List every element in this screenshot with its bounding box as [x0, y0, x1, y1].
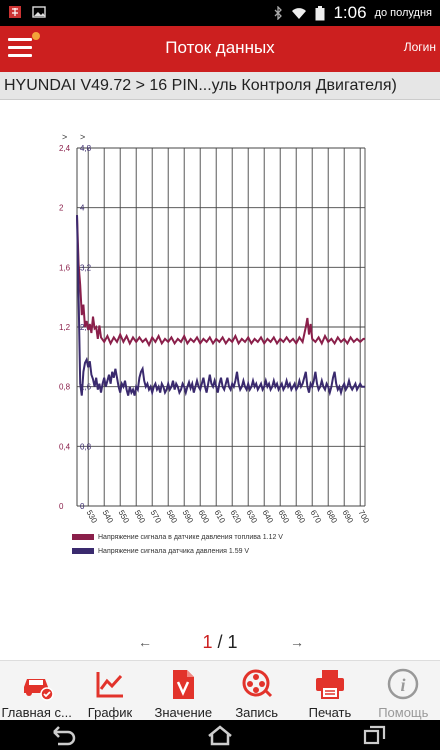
y-right-tick-label: 0 [80, 502, 85, 511]
record-button-label: Запись [235, 705, 278, 720]
recent-apps-nav-icon[interactable] [360, 724, 390, 746]
legend-swatch-2 [72, 548, 94, 554]
prev-page-arrow[interactable]: ← [138, 634, 152, 650]
total-pages: 1 [227, 632, 238, 652]
home-button[interactable]: Главная с... [0, 661, 73, 720]
x-tick-label: 540 [100, 509, 115, 526]
home-nav-icon[interactable] [205, 724, 235, 746]
page-separator: / [212, 632, 228, 652]
print-button[interactable]: Печать [293, 661, 366, 720]
graph-icon [96, 672, 123, 698]
wifi-icon [292, 8, 307, 19]
x-tick-label: 570 [148, 509, 163, 526]
x-tick-label: 690 [340, 509, 355, 526]
record-button[interactable]: Запись [220, 661, 293, 720]
bluetooth-icon [275, 6, 283, 20]
x-tick-label: 610 [212, 509, 227, 526]
legend-label-1: Напряжение сигнала в датчике давления то… [98, 533, 261, 541]
legend-item-pressure-sensor-signal: Напряжение сигнала датчика давления 1.59… [72, 547, 283, 555]
x-tick-label: 600 [196, 509, 211, 526]
x-tick-label: 560 [132, 509, 147, 526]
y-right-tick-label: 0,8 [80, 442, 92, 451]
pager: ← 1 / 1 → [0, 632, 440, 656]
y-right-tick-label: 1,6 [80, 383, 92, 392]
current-page: 1 [202, 632, 213, 652]
app-notification-icon [9, 6, 21, 18]
chart-container[interactable]: 0 0,4 0,8 1,2 1,6 2 2,4 0 0,8 1,6 2,4 3,2 4 4,8 > >530 5… [55, 128, 385, 528]
x-tick-label: 620 [228, 509, 243, 526]
film-reel-record-icon [242, 669, 272, 698]
next-page-arrow[interactable]: → [290, 634, 304, 650]
print-button-label: Печать [308, 705, 352, 720]
printer-icon [315, 670, 344, 699]
legend-swatch-1 [72, 534, 94, 540]
axis-marker: > [80, 132, 85, 142]
value-button[interactable]: Значение [147, 661, 220, 720]
y-left-tick-label: 2,4 [59, 144, 71, 153]
page-title: Поток данных [165, 38, 275, 57]
home-button-label: Главная с... [1, 705, 72, 720]
page-indicator: 1 / 1 [0, 632, 440, 653]
login-button[interactable]: Логин [403, 40, 436, 54]
y-left-tick-label: 2 [59, 204, 64, 213]
clock-time: 1:06 [333, 3, 367, 22]
legend-value-1: 1.12 V [262, 533, 283, 541]
legend-value-2: 1.59 V [228, 547, 250, 555]
y-right-tick-label: 4,8 [80, 144, 92, 153]
graph-button[interactable]: График [73, 661, 146, 720]
value-button-label: Значение [154, 705, 213, 720]
x-tick-label: 640 [260, 509, 275, 526]
app-bar: Поток данных Логин [0, 26, 440, 72]
y-right-tick-label: 2,4 [80, 323, 92, 332]
help-button[interactable]: i Помощь [367, 661, 440, 720]
x-tick-label: 530 [84, 509, 99, 526]
x-tick-label: 680 [324, 509, 339, 526]
y-left-tick-label: 0 [59, 502, 64, 511]
x-tick-label: 700 [356, 509, 371, 526]
x-tick-label: 590 [180, 509, 195, 526]
y-right-tick-label: 3,2 [80, 263, 92, 272]
clock-period: до полудня [374, 7, 432, 19]
help-button-label: Помощь [378, 705, 429, 720]
breadcrumb: HYUNDAI V49.72 > 16 PIN...уль Контроля Д… [0, 72, 440, 100]
info-help-icon: i [388, 668, 419, 700]
x-tick-label: 550 [116, 509, 131, 526]
x-tick-label: 630 [244, 509, 259, 526]
y-left-tick-label: 0,4 [59, 442, 71, 451]
back-nav-icon[interactable] [48, 724, 78, 746]
bottom-toolbar: Главная с... График Значение Запись [0, 660, 440, 720]
status-bar: 1:06 до полудня [0, 0, 440, 26]
y-left-tick-label: 1,2 [59, 323, 71, 332]
x-tick-label: 580 [164, 509, 179, 526]
y-left-tick-label: 0,8 [59, 383, 71, 392]
y-right-tick-label: 4 [80, 204, 85, 213]
legend-item-fuel-pressure-signal: Напряжение сигнала в датчике давления то… [72, 533, 283, 541]
hamburger-menu-icon[interactable] [8, 32, 40, 58]
series-line-2 [76, 215, 365, 397]
x-tick-label: 650 [276, 509, 291, 526]
notification-dot [32, 32, 40, 40]
svg-text:i: i [401, 675, 406, 695]
battery-icon [315, 5, 325, 20]
x-tick-label: 670 [308, 509, 323, 526]
graph-button-label: График [87, 705, 133, 720]
car-home-icon [23, 679, 54, 701]
chart-legend: Напряжение сигнала в датчике давления то… [72, 533, 283, 561]
image-notification-icon [32, 6, 46, 18]
series-line-1 [76, 215, 365, 348]
x-tick-label: 660 [292, 509, 307, 526]
y-left-tick-label: 1,6 [59, 263, 71, 272]
value-document-icon [173, 670, 195, 699]
legend-label-2: Напряжение сигнала датчика давления [98, 547, 227, 555]
data-stream-chart[interactable]: 00,40,81,21,622,400,81,62,43,244,8> >530 5… [55, 128, 385, 528]
axis-marker: > [62, 132, 67, 142]
system-nav-bar [0, 720, 440, 750]
